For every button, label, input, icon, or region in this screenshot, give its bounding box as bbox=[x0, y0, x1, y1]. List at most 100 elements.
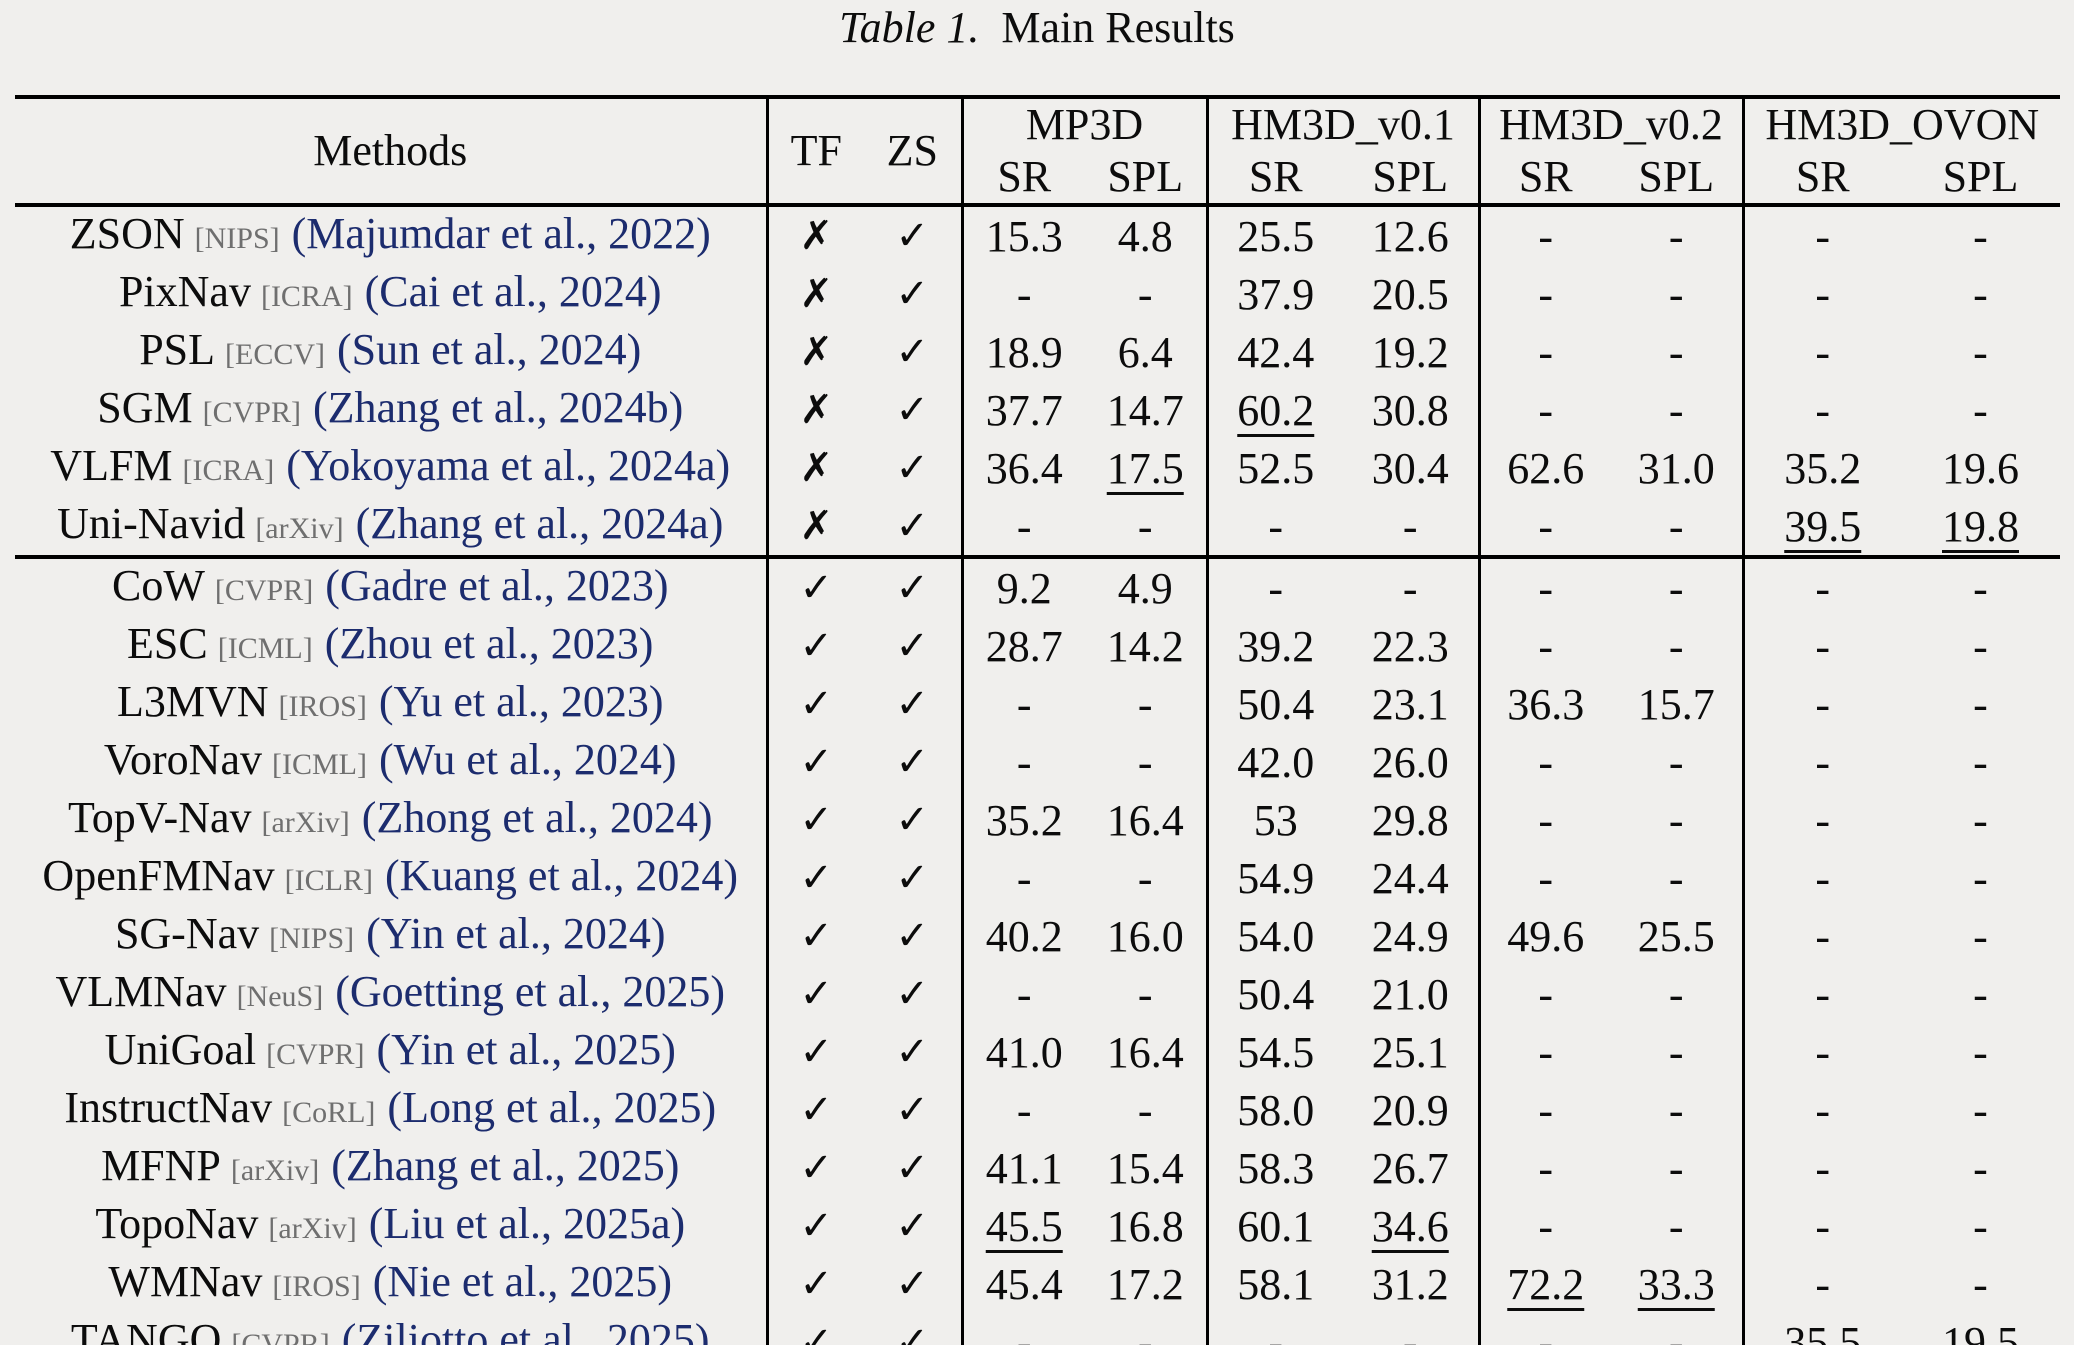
value-cell: - bbox=[1901, 555, 2060, 617]
value-cell: - bbox=[1668, 211, 1684, 261]
citation-link[interactable]: (Zhong et al., 2024) bbox=[361, 793, 713, 842]
table-row: TANGO [CVPR] (Ziliotto et al., 2025) ✓ ✓ - - - -… bbox=[15, 1313, 2060, 1345]
check-mark-icon: ✓ bbox=[895, 1202, 929, 1249]
value-cell: - bbox=[1477, 323, 1611, 381]
check-mark-icon: ✓ bbox=[895, 912, 929, 959]
value-cell: 17.5 bbox=[1106, 443, 1184, 493]
header-spl: SPL bbox=[1372, 151, 1449, 201]
check-mark-icon: ✓ bbox=[895, 444, 929, 491]
value-cell: 14.2 bbox=[1106, 621, 1184, 671]
value-cell: 36.4 bbox=[960, 439, 1085, 497]
citation-link[interactable]: (Kuang et al., 2024) bbox=[384, 851, 739, 900]
venue-tag: [CVPR] bbox=[202, 396, 301, 429]
check-mark-icon: ✓ bbox=[895, 1144, 929, 1191]
method-cell: PSL [ECCV] (Sun et al., 2024) bbox=[15, 323, 767, 381]
table-row: SG-Nav [NIPS] (Yin et al., 2024) ✓ ✓ 40.2 16.0… bbox=[15, 907, 2060, 965]
method-cell: VLFM [ICRA] (Yokoyama et al., 2024a) bbox=[15, 439, 767, 497]
method-name: L3MVN bbox=[116, 677, 269, 726]
value-cell: 42.4 bbox=[1205, 323, 1343, 381]
method-cell: CoW [CVPR] (Gadre et al., 2023) bbox=[15, 555, 767, 617]
value-cell: 42.0 bbox=[1205, 733, 1343, 791]
check-mark-icon: ✓ bbox=[895, 622, 929, 669]
value-cell: 24.9 bbox=[1371, 911, 1449, 961]
venue-tag: [NIPS] bbox=[269, 922, 355, 955]
check-mark-icon: ✓ bbox=[765, 1313, 864, 1345]
method-name: TopoNav bbox=[95, 1199, 259, 1248]
value-cell: 16.8 bbox=[1106, 1201, 1184, 1251]
method-cell: InstructNav [CoRL] (Long et al., 2025) bbox=[15, 1081, 767, 1139]
method-name: PSL bbox=[139, 325, 216, 374]
table-caption-text bbox=[990, 3, 1001, 52]
cross-mark-icon: ✗ bbox=[765, 381, 864, 439]
citation-link[interactable]: (Zhang et al., 2024a) bbox=[355, 499, 724, 548]
check-mark-icon: ✓ bbox=[765, 791, 864, 849]
value-cell: 24.4 bbox=[1371, 853, 1449, 903]
check-mark-icon: ✓ bbox=[765, 1023, 864, 1081]
citation-link[interactable]: (Wu et al., 2024) bbox=[378, 735, 677, 784]
method-cell: ZSON [NIPS] (Majumdar et al., 2022) bbox=[15, 205, 767, 265]
value-cell: 12.6 bbox=[1371, 211, 1449, 261]
citation-link[interactable]: (Yin et al., 2025) bbox=[376, 1025, 676, 1074]
value-cell: 23.1 bbox=[1371, 679, 1449, 729]
table-row: ZSON [NIPS] (Majumdar et al., 2022) ✗ ✓ 15.3 4… bbox=[15, 205, 2060, 265]
value-cell: 45.4 bbox=[960, 1255, 1085, 1313]
venue-tag: [ICRA] bbox=[182, 454, 275, 487]
value-cell: - bbox=[1741, 1023, 1901, 1081]
citation-link[interactable]: (Yu et al., 2023) bbox=[378, 677, 664, 726]
venue-tag: [CVPR] bbox=[266, 1038, 365, 1071]
header-sr: SR bbox=[960, 151, 1085, 205]
value-cell: - bbox=[1611, 555, 1743, 617]
citation-link[interactable]: (Yokoyama et al., 2024a) bbox=[286, 441, 731, 490]
value-cell: 62.6 bbox=[1477, 439, 1611, 497]
value-cell: - bbox=[1973, 1085, 1988, 1135]
citation-link[interactable]: (Ziliotto et al., 2025) bbox=[341, 1315, 710, 1345]
table-caption-tag: Table 1. bbox=[839, 3, 980, 52]
header-group-hm3d-ovon: HM3D_OVON bbox=[1741, 97, 2060, 151]
citation-link[interactable]: (Zhang et al., 2025) bbox=[331, 1141, 680, 1190]
value-cell: - bbox=[960, 675, 1085, 733]
method-name: SG-Nav bbox=[114, 909, 260, 958]
value-cell: 20.5 bbox=[1371, 269, 1449, 319]
method-name: ESC bbox=[127, 619, 208, 668]
method-cell: OpenFMNav [ICLR] (Kuang et al., 2024) bbox=[15, 849, 767, 907]
value-cell: - bbox=[1668, 501, 1684, 551]
value-cell: 52.5 bbox=[1205, 439, 1343, 497]
value-cell: - bbox=[1343, 555, 1479, 617]
value-cell: - bbox=[1973, 679, 1988, 729]
citation-link[interactable]: (Goetting et al., 2025) bbox=[335, 967, 726, 1016]
citation-link[interactable]: (Zhou et al., 2023) bbox=[324, 619, 654, 668]
table-row: Uni-Navid [arXiv] (Zhang et al., 2024a) ✗ ✓ -… bbox=[15, 497, 2060, 557]
venue-tag: [ECCV] bbox=[225, 338, 326, 371]
value-cell: - bbox=[1973, 1143, 1988, 1193]
value-cell: - bbox=[1477, 205, 1611, 265]
citation-link[interactable]: (Zhang et al., 2024b) bbox=[313, 383, 684, 432]
method-cell: MFNP [arXiv] (Zhang et al., 2025) bbox=[15, 1139, 767, 1197]
venue-tag: [arXiv] bbox=[261, 806, 350, 839]
method-name: CoW bbox=[111, 561, 205, 610]
citation-link[interactable]: (Liu et al., 2025a) bbox=[368, 1199, 686, 1248]
value-cell: - bbox=[960, 965, 1085, 1023]
value-cell: 25.1 bbox=[1371, 1027, 1449, 1077]
value-cell: - bbox=[960, 849, 1085, 907]
check-mark-icon: ✓ bbox=[765, 1255, 864, 1313]
citation-link[interactable]: (Gadre et al., 2023) bbox=[325, 561, 669, 610]
value-cell: 16.4 bbox=[1106, 1027, 1184, 1077]
main-results-table: Methods TF ZS MP3D HM3D_v0.1 HM3D_v0.2 H… bbox=[15, 95, 2060, 1345]
value-cell: - bbox=[1137, 737, 1153, 787]
value-cell: 60.1 bbox=[1205, 1197, 1343, 1255]
value-cell: 58.1 bbox=[1205, 1255, 1343, 1313]
citation-link[interactable]: (Nie et al., 2025) bbox=[372, 1257, 673, 1306]
citation-link[interactable]: (Yin et al., 2024) bbox=[366, 909, 666, 958]
value-cell: 19.6 bbox=[1942, 443, 2019, 493]
value-cell: 16.0 bbox=[1106, 911, 1184, 961]
check-mark-icon: ✓ bbox=[765, 1139, 864, 1197]
check-mark-icon: ✓ bbox=[864, 555, 962, 617]
check-mark-icon: ✓ bbox=[895, 1086, 929, 1133]
citation-link[interactable]: (Majumdar et al., 2022) bbox=[291, 209, 711, 258]
value-cell: 54.5 bbox=[1205, 1023, 1343, 1081]
citation-link[interactable]: (Sun et al., 2024) bbox=[337, 325, 642, 374]
value-cell: 33.3 bbox=[1637, 1259, 1715, 1309]
citation-link[interactable]: (Cai et al., 2024) bbox=[364, 267, 662, 316]
method-name: Uni-Navid bbox=[57, 499, 246, 548]
citation-link[interactable]: (Long et al., 2025) bbox=[387, 1083, 717, 1132]
